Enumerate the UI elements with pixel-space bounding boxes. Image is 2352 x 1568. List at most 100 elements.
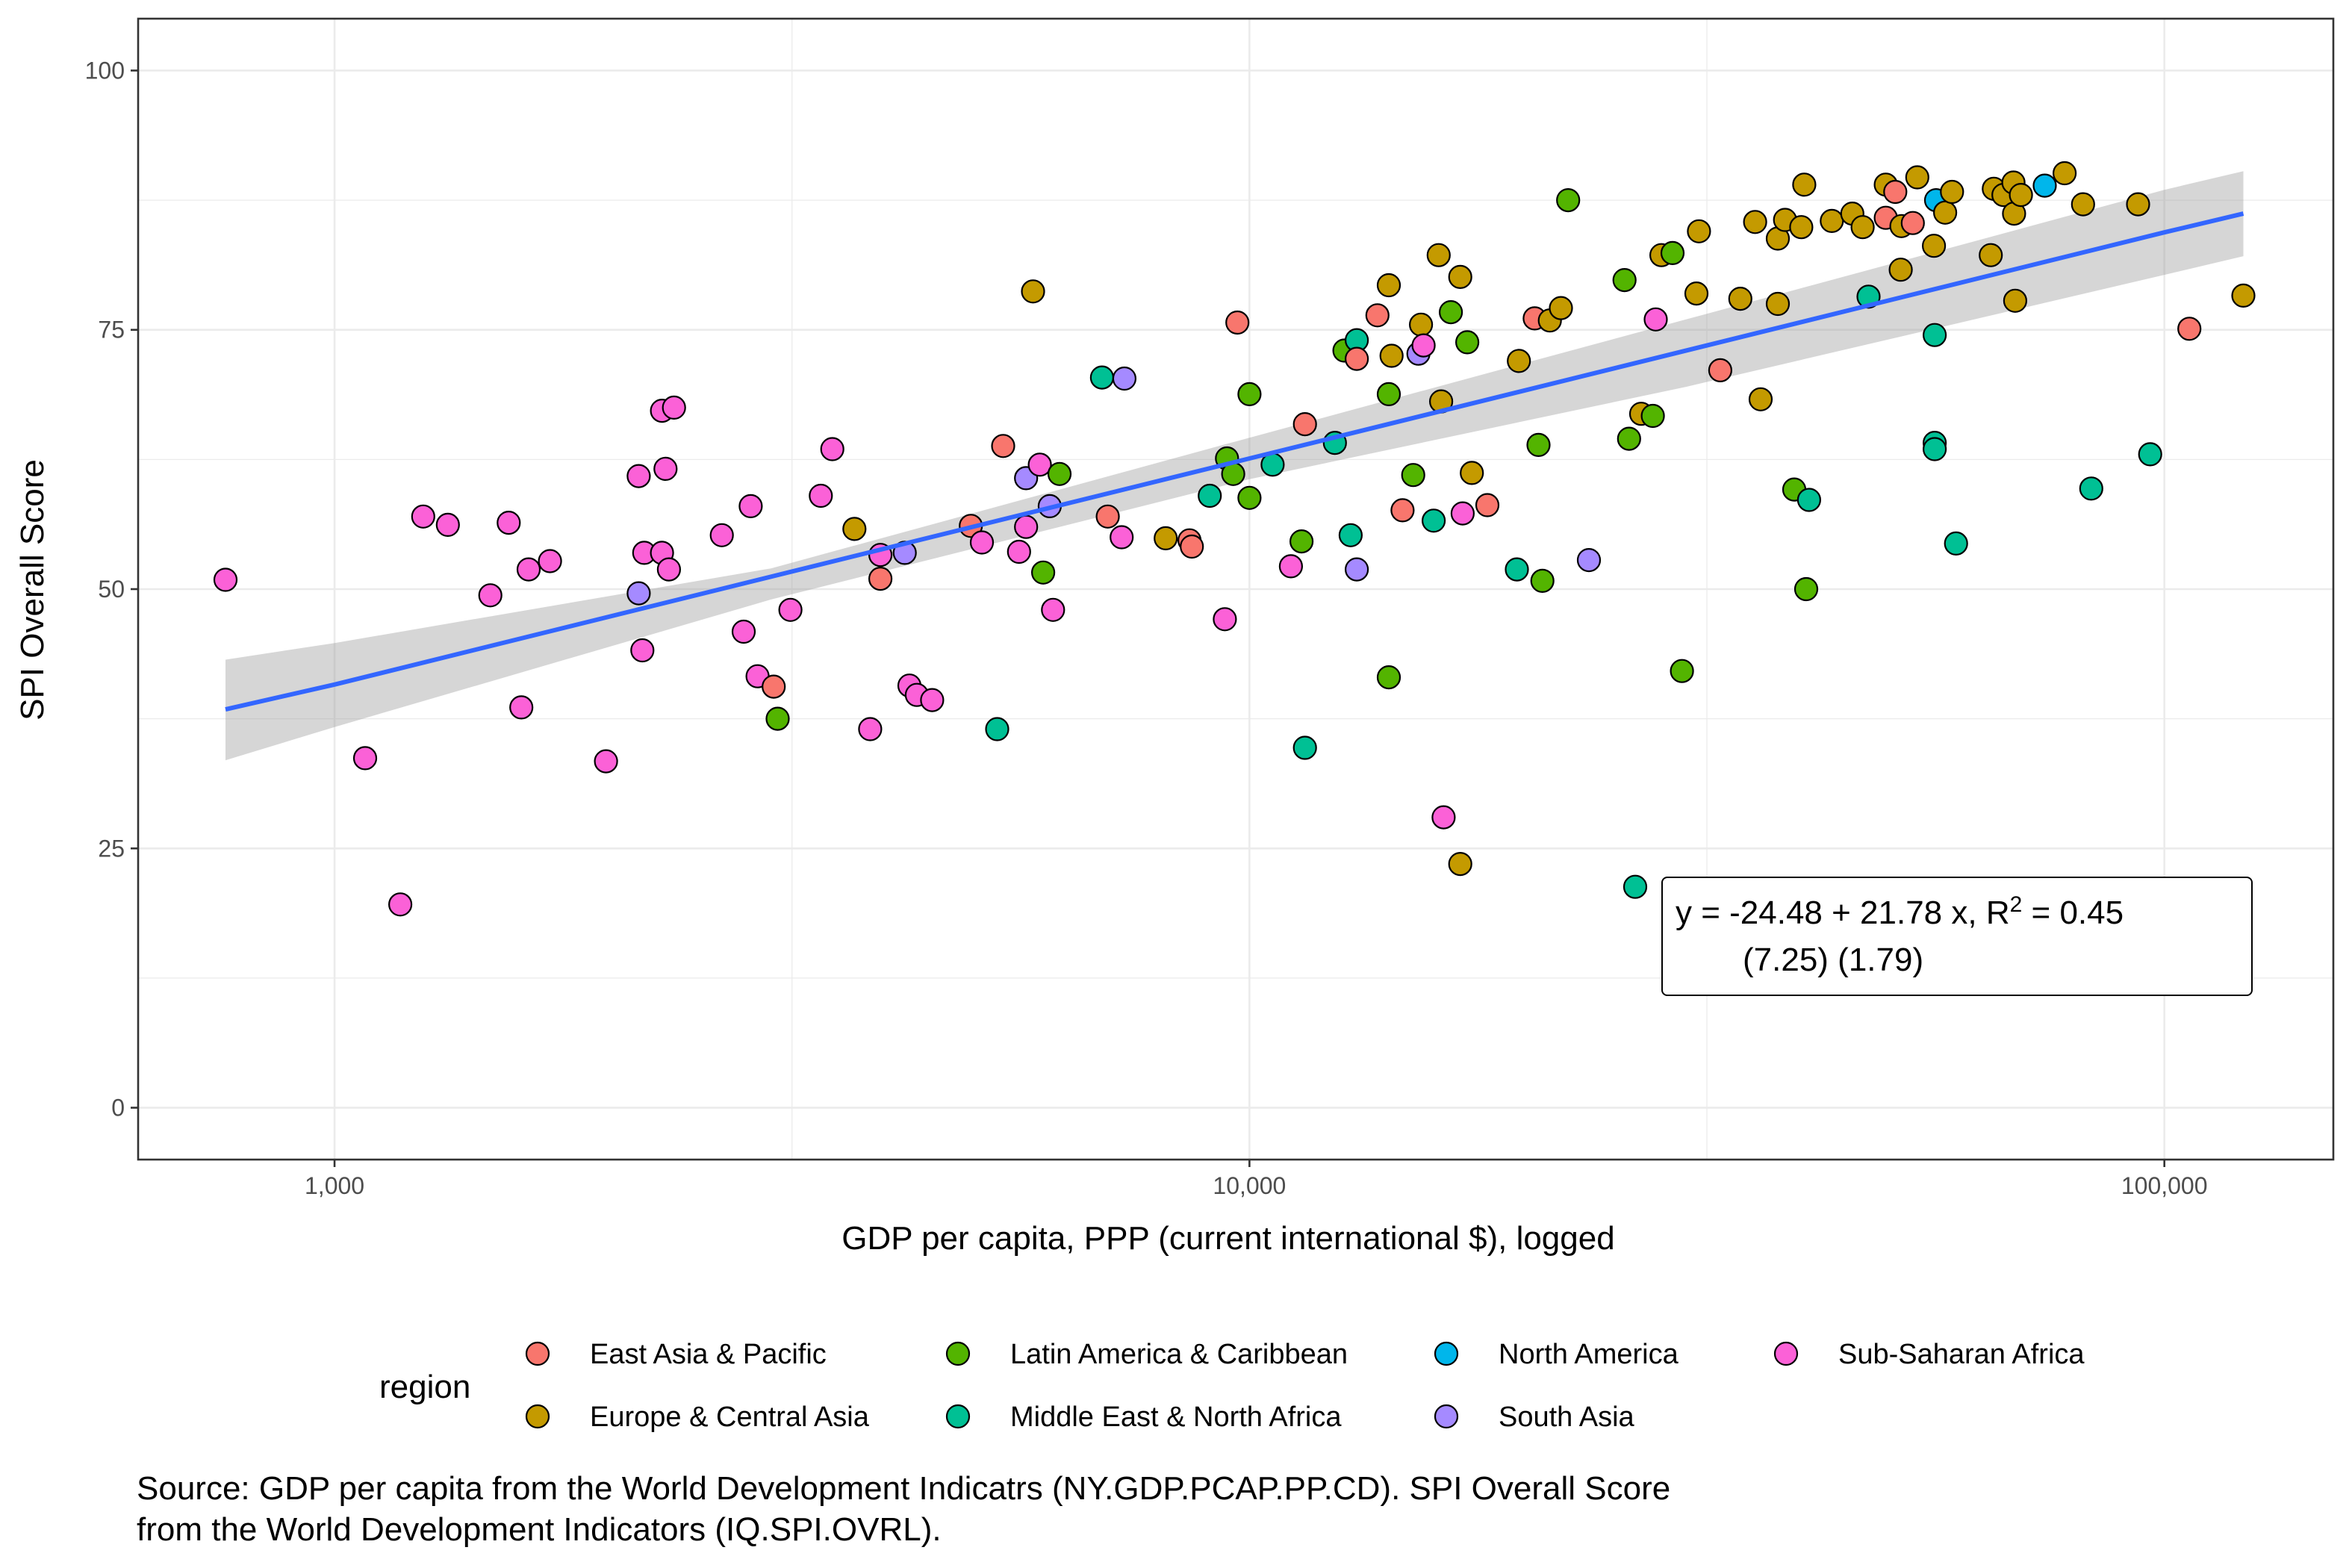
data-point <box>1390 498 1415 523</box>
data-point <box>1365 303 1390 328</box>
data-points <box>213 161 2256 917</box>
data-point <box>2079 476 2103 501</box>
data-point <box>842 517 867 541</box>
data-point <box>1549 296 1573 320</box>
data-point <box>411 504 435 529</box>
data-point <box>594 749 618 774</box>
data-point <box>1526 432 1551 458</box>
data-point <box>626 464 651 488</box>
data-point <box>809 483 833 508</box>
data-point <box>1888 258 1913 282</box>
data-point <box>1041 597 1065 622</box>
data-point <box>1460 461 1484 485</box>
data-point <box>538 549 562 573</box>
data-point <box>731 619 756 644</box>
data-point <box>1979 243 2003 267</box>
legend-label-na: North America <box>1499 1339 1679 1370</box>
data-point <box>2138 442 2162 467</box>
data-point <box>1278 554 1304 579</box>
gridlines <box>138 19 2333 1160</box>
data-point <box>1687 219 1711 243</box>
legend-key-eap <box>525 1341 550 1366</box>
data-point <box>1530 568 1555 594</box>
data-point <box>1426 243 1451 267</box>
source-caption-line-2: from the World Development Indicators (I… <box>137 1511 942 1548</box>
data-point <box>1180 534 1204 559</box>
data-point <box>1376 665 1401 690</box>
data-point <box>1421 508 1446 533</box>
data-point <box>1089 365 1115 390</box>
data-point <box>1047 461 1072 486</box>
data-point <box>497 510 521 535</box>
legend-key-sa <box>1434 1404 1459 1429</box>
data-point <box>1940 179 1964 205</box>
data-point <box>1112 366 1137 391</box>
data-point <box>1643 307 1668 332</box>
data-point <box>2231 283 2256 308</box>
data-point <box>1820 208 1844 233</box>
annotation-superscript: 2 <box>2010 892 2023 917</box>
data-point <box>1007 539 1031 564</box>
data-point <box>1455 330 1480 355</box>
data-point <box>2009 183 2033 208</box>
y-tick-label: 75 <box>98 317 125 343</box>
annotation-box <box>1661 877 2253 996</box>
data-point <box>1438 300 1463 325</box>
legend-label-sa: South Asia <box>1499 1401 1635 1433</box>
data-point <box>1475 493 1500 517</box>
x-tick-label: 1,000 <box>305 1172 364 1199</box>
data-point <box>1110 525 1134 550</box>
data-point <box>1670 659 1694 683</box>
data-point <box>1944 531 1968 556</box>
data-point <box>1338 523 1363 547</box>
data-point <box>1292 411 1317 437</box>
data-point <box>1708 358 1732 382</box>
data-point <box>435 512 460 538</box>
data-point <box>1411 333 1436 358</box>
data-point <box>1684 281 1709 306</box>
data-point <box>1289 529 1314 554</box>
y-tick-label: 100 <box>85 57 125 84</box>
data-point <box>656 557 682 582</box>
x-tick-label: 100,000 <box>2121 1172 2208 1199</box>
data-point <box>868 566 893 591</box>
data-point <box>778 597 803 622</box>
data-point <box>920 688 945 712</box>
annotation-line-2: (7.25) (1.79) <box>1743 942 1923 978</box>
data-point <box>213 567 238 592</box>
data-point <box>1507 349 1531 373</box>
data-point <box>2177 317 2202 341</box>
data-point <box>709 523 734 547</box>
axis-ticks: 1,000 10,000 100,000 0 25 50 75 100 <box>85 57 2208 1199</box>
data-point <box>1792 172 1817 197</box>
data-point <box>1198 483 1222 508</box>
data-point <box>516 557 541 582</box>
data-point <box>1905 165 1929 190</box>
legend-label-mena: Middle East & North Africa <box>1010 1401 1342 1433</box>
data-point <box>1408 312 1434 337</box>
data-point <box>653 456 678 482</box>
data-point <box>1021 279 1045 304</box>
data-point <box>1401 463 1425 488</box>
data-point <box>1883 179 1908 205</box>
data-point <box>1505 557 1529 582</box>
data-point <box>1796 488 1821 512</box>
data-point <box>630 638 655 663</box>
data-point <box>2003 288 2027 313</box>
data-point <box>1379 343 1404 368</box>
data-point <box>1923 437 1947 461</box>
source-caption-line-1: Source: GDP per capita from the World De… <box>137 1470 1670 1507</box>
data-point <box>662 395 686 420</box>
trend-line <box>225 211 2244 712</box>
data-point <box>1728 287 1752 311</box>
legend-key-na <box>1434 1341 1459 1366</box>
data-point <box>2126 192 2150 217</box>
data-point <box>1612 268 1637 293</box>
data-point <box>1793 576 1819 602</box>
legend-label-lac: Latin America & Caribbean <box>1010 1339 1348 1370</box>
legend: region East Asia & Pacific Europe & Centr… <box>379 1339 2085 1433</box>
data-point <box>1576 547 1602 573</box>
data-point <box>1640 403 1665 429</box>
